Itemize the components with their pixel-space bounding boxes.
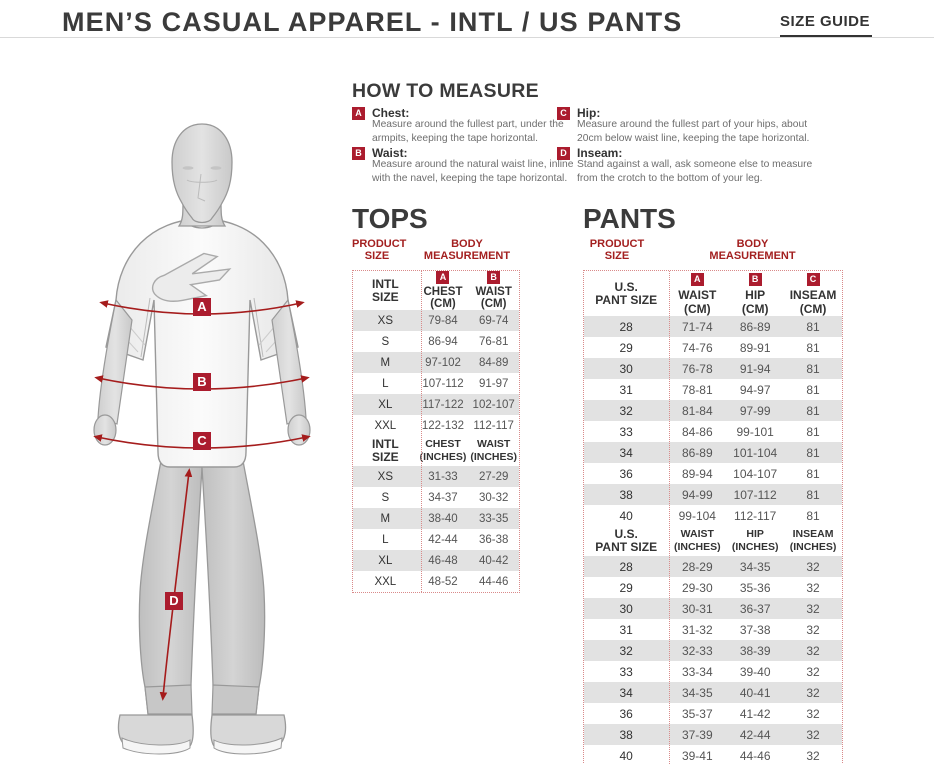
svg-text:C: C	[197, 433, 207, 448]
svg-text:A: A	[197, 299, 207, 314]
svg-text:D: D	[169, 593, 178, 608]
svg-text:B: B	[197, 374, 206, 389]
